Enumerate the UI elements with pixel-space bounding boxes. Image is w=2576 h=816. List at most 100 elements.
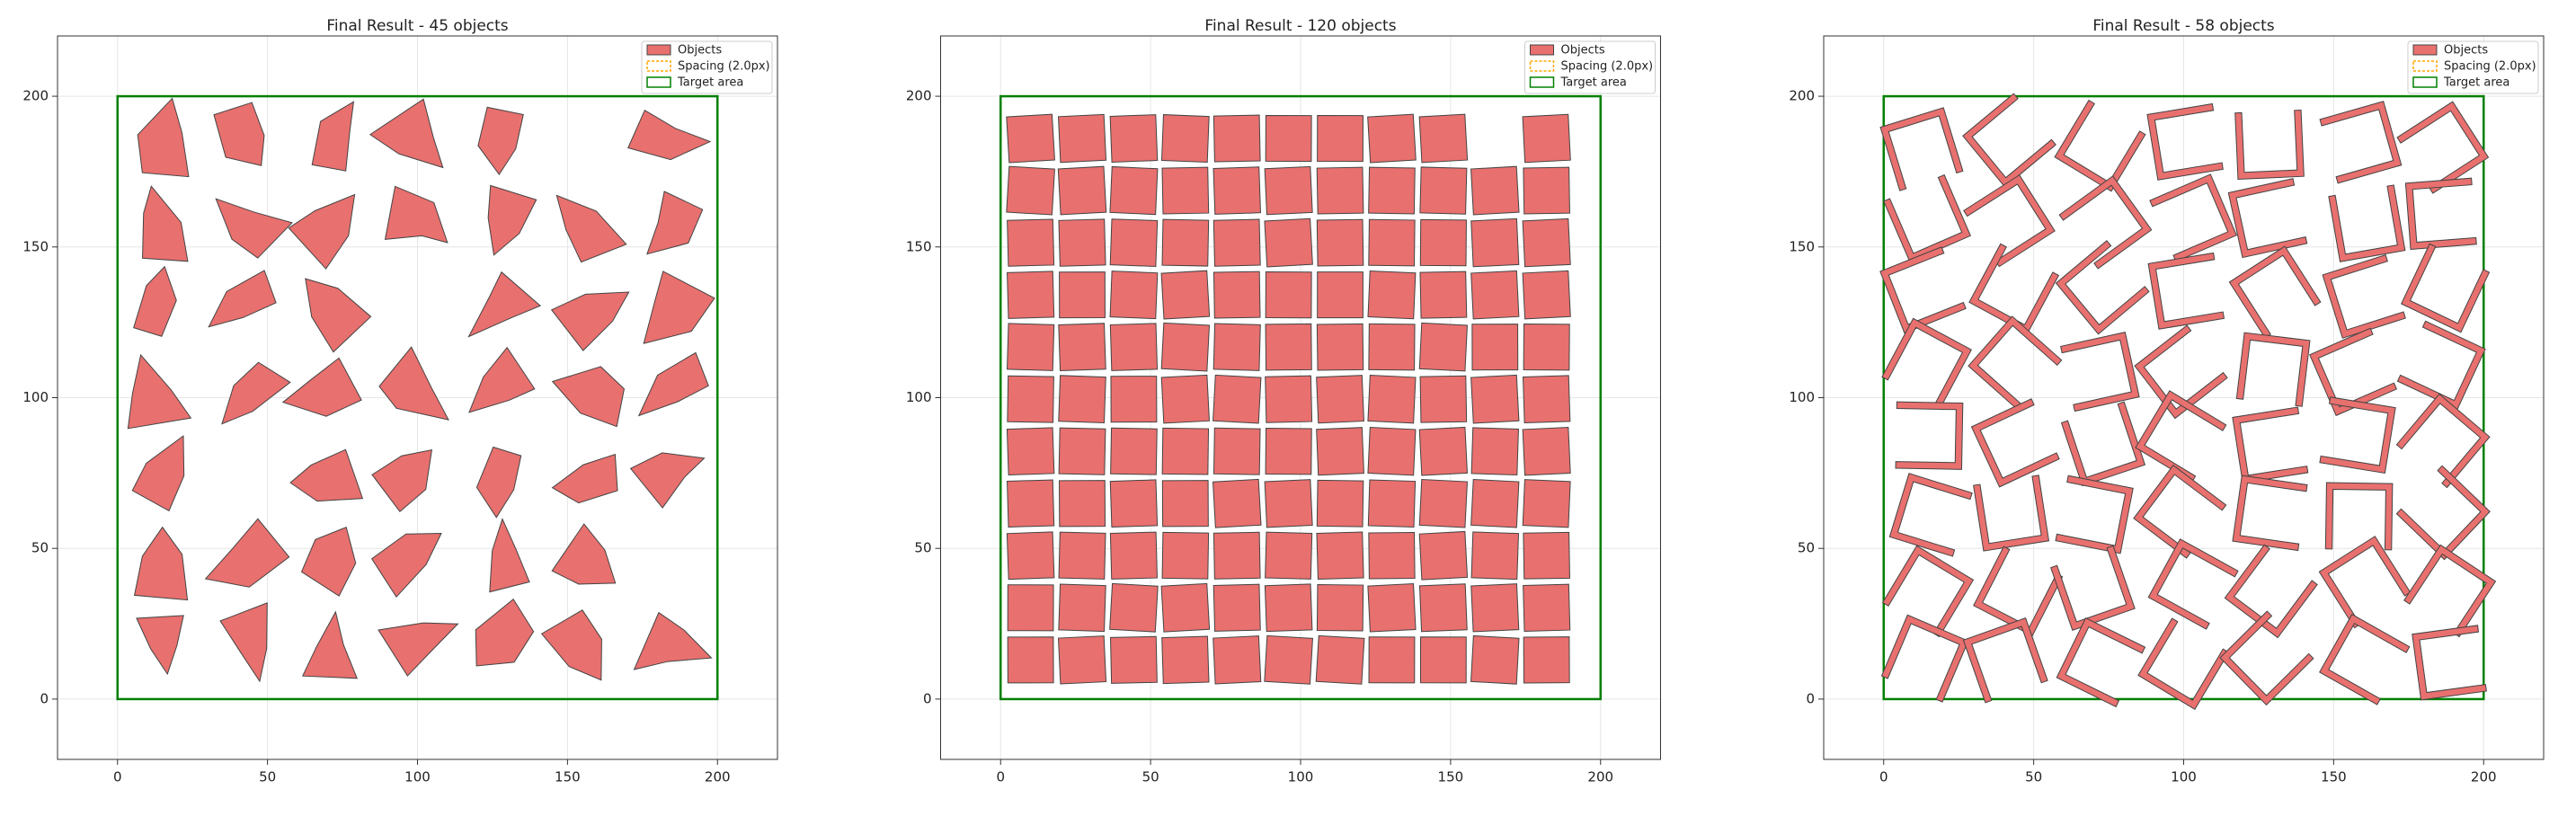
object-shape: [1316, 323, 1364, 371]
object-shape: [208, 270, 277, 328]
x-tick-label: 100: [404, 769, 431, 785]
object-shape: [1419, 166, 1468, 215]
object-shape: [1160, 322, 1211, 372]
object-shape: [637, 351, 709, 417]
object-shape: [1007, 584, 1054, 632]
object-shape: [1212, 271, 1261, 319]
object-shape: [1470, 270, 1520, 320]
x-tick-label: 100: [1288, 769, 1314, 785]
object-shape: [289, 448, 364, 502]
object-shape: [1161, 480, 1209, 528]
object-shape: [2060, 331, 2140, 412]
object-shape: [1368, 323, 1416, 371]
y-tick-label: 0: [923, 690, 932, 706]
object-shape: [2133, 465, 2227, 559]
object-shape: [1264, 479, 1313, 528]
chart-title: Final Result - 45 objects: [326, 17, 508, 35]
object-shape: [142, 185, 189, 262]
object-shape: [1888, 473, 1973, 557]
object-shape: [2309, 327, 2398, 417]
object-shape: [221, 361, 291, 425]
object-shape: [2235, 332, 2311, 407]
object-shape: [1109, 323, 1159, 371]
object-shape: [1470, 634, 1520, 685]
object-shape: [2147, 252, 2225, 330]
object-shape: [2403, 544, 2497, 638]
legend-swatch: [2412, 60, 2438, 72]
object-shape: [643, 271, 715, 344]
object-shape: [1161, 218, 1210, 267]
object-shape: [1265, 271, 1312, 319]
object-shape: [1316, 218, 1364, 267]
object-shape: [369, 98, 444, 169]
object-shape: [1161, 635, 1210, 685]
object-shape: [1316, 584, 1364, 632]
object-shape: [1368, 531, 1416, 580]
object-shape: [1264, 217, 1313, 268]
x-tick-label: 200: [1587, 769, 1613, 785]
object-shape: [1160, 582, 1211, 633]
y-tick-label: 150: [22, 238, 49, 254]
legend-label: Objects: [1561, 44, 1605, 58]
object-shape: [311, 101, 355, 172]
legend-swatch: [1530, 44, 1554, 56]
object-shape: [2318, 536, 2412, 629]
object-shape: [1470, 217, 1520, 268]
object-shape: [1212, 218, 1261, 267]
panel: Final Result - 45 objects 0 50 100 150 200 0 50…: [22, 17, 778, 785]
legend-label: Target area: [1560, 76, 1627, 90]
object-shape: [1368, 636, 1416, 684]
object-shape: [2149, 173, 2238, 262]
object-shape: [2056, 616, 2146, 708]
legend-label: Spacing (2.0px): [2444, 60, 2536, 74]
chart-title: Final Result - 58 objects: [2092, 17, 2274, 35]
x-tick-label: 100: [2171, 769, 2197, 785]
object-shape: [551, 366, 625, 428]
object-shape: [2228, 245, 2322, 339]
object-shape: [1265, 375, 1313, 423]
object-shape: [1161, 531, 1210, 580]
legend-label: Target area: [677, 76, 743, 90]
object-shape: [1212, 531, 1261, 580]
target-area: [999, 94, 1602, 701]
object-shape: [2224, 544, 2318, 639]
object-shape: [1059, 271, 1106, 319]
object-shape: [1160, 114, 1210, 164]
object-shape: [1470, 478, 1520, 528]
object-shape: [1367, 374, 1417, 424]
object-shape: [487, 184, 537, 256]
x-tick-label: 50: [2025, 769, 2042, 785]
object-shape: [305, 278, 372, 353]
y-tick-label: 100: [22, 389, 49, 405]
object-shape: [540, 609, 602, 681]
object-shape: [633, 611, 713, 670]
legend-box: [641, 40, 773, 94]
object-shape: [1367, 113, 1417, 164]
x-tick-label: 150: [2321, 769, 2347, 785]
object-shape: [551, 523, 617, 585]
x-tick-label: 200: [705, 769, 731, 785]
legend-box: [1524, 40, 1656, 94]
legend-swatch: [2412, 44, 2438, 56]
object-shape: [1962, 93, 2056, 188]
x-tick-label: 0: [1879, 769, 1888, 785]
object-shape: [2232, 475, 2308, 552]
object-shape: [2055, 475, 2134, 554]
object-shape: [468, 346, 536, 413]
object-shape: [131, 435, 185, 512]
object-shape: [2412, 625, 2487, 701]
object-shape: [133, 265, 177, 337]
object-shape: [1418, 426, 1469, 476]
object-shape: [2401, 243, 2491, 333]
y-tick-label: 100: [906, 389, 932, 405]
object-shape: [1963, 174, 2056, 268]
object-shape: [1109, 479, 1159, 528]
object-shape: [1367, 427, 1417, 476]
object-shape: [133, 526, 189, 601]
object-shape: [281, 357, 362, 417]
object-shape: [137, 97, 190, 178]
object-shape: [489, 518, 530, 593]
y-tick-label: 200: [22, 88, 49, 104]
object-shape: [1006, 531, 1055, 581]
